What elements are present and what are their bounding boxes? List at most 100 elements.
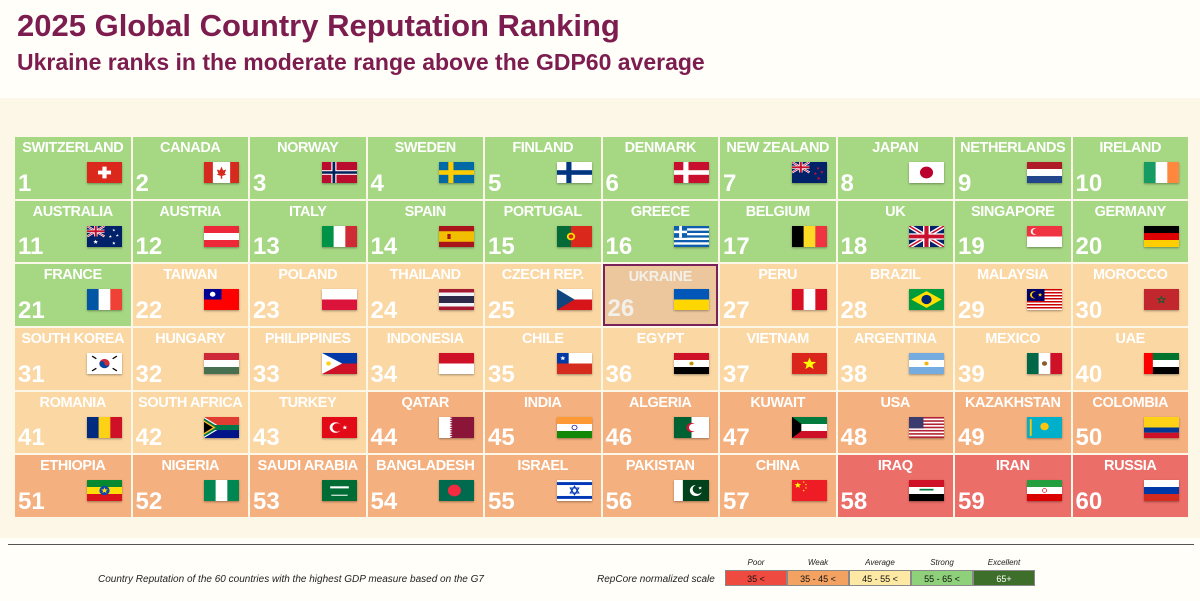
kuwait-flag-icon [791, 416, 827, 438]
austria-flag-icon [204, 225, 239, 247]
hungary-flag-icon [204, 353, 239, 374]
country-name: ETHIOPIA [40, 458, 106, 475]
country-rank: 17 [723, 233, 750, 261]
country-name: UK [885, 203, 906, 220]
country-rank: 20 [1075, 233, 1103, 261]
country-rank: 29 [958, 296, 985, 324]
iran-flag-icon [1026, 480, 1062, 502]
bangladesh-flag-icon [439, 480, 474, 502]
country-rank: 32 [135, 360, 163, 388]
page-subtitle: Ukraine ranks in the moderate range abov… [17, 49, 705, 75]
scale-range: 45 - 55 < [849, 570, 911, 586]
taiwan-flag-icon [204, 289, 239, 311]
country-rank: 12 [135, 233, 163, 261]
country-rank: 22 [135, 296, 163, 324]
country-rank: 59 [958, 487, 985, 515]
colombia-flag-icon [1144, 416, 1179, 438]
country-name: CZECH REP. [501, 267, 584, 284]
country-name: MOROCCO [1092, 267, 1168, 284]
country-name: COLOMBIA [1092, 394, 1169, 411]
country-tile: GREECE 16 [602, 200, 718, 263]
country-tile: INDONESIA 34 [367, 328, 483, 390]
country-tile: ETHIOPIA 51 [15, 455, 131, 517]
country-tile: CHILE 35 [485, 328, 601, 390]
country-rank: 21 [18, 296, 45, 324]
country-rank: 41 [18, 424, 45, 452]
country-name: PAKISTAN [625, 458, 695, 475]
country-tile: POLAND 23 [250, 264, 366, 326]
thailand-flag-icon [439, 289, 474, 311]
country-name: ITALY [289, 203, 327, 220]
country-name: NETHERLANDS [960, 140, 1066, 156]
country-rank: 7 [723, 169, 737, 197]
country-name: SOUTH AFRICA [138, 394, 243, 411]
country-name: THAILAND [389, 267, 461, 284]
country-rank: 31 [18, 360, 45, 388]
country-rank: 56 [605, 487, 633, 515]
country-rank: 38 [840, 360, 868, 388]
country-tile: ISRAEL 55 [485, 455, 601, 517]
ukraine-flag-icon [674, 289, 709, 311]
turkey-flag-icon [321, 416, 357, 438]
scale-range: 35 < [725, 570, 787, 586]
country-name: INDIA [524, 394, 562, 411]
scale-range: 55 - 65 < [911, 570, 973, 586]
czech-flag-icon [556, 289, 592, 311]
country-rank: 58 [840, 487, 868, 515]
country-rank: 9 [958, 169, 972, 197]
morocco-flag-icon [1144, 289, 1179, 311]
south-africa-flag-icon [204, 416, 239, 438]
country-name: BANGLADESH [376, 458, 475, 475]
country-name: KAZAKHSTAN [964, 394, 1061, 411]
finland-flag-icon [556, 162, 592, 183]
country-tile: PORTUGAL 15 [485, 200, 601, 263]
country-name: PORTUGAL [503, 203, 583, 220]
new-zealand-flag-icon [791, 162, 827, 183]
romania-flag-icon [86, 416, 122, 438]
country-tile: ARGENTINA 38 [837, 328, 953, 390]
peru-flag-icon [791, 289, 827, 311]
vietnam-flag-icon [791, 353, 827, 374]
kazakhstan-flag-icon [1026, 416, 1062, 438]
country-tile: MALAYSIA 29 [955, 264, 1071, 326]
country-rank: 30 [1075, 296, 1103, 324]
country-tile: TURKEY 43 [250, 391, 366, 454]
country-name: PHILIPPINES [264, 331, 351, 347]
country-name: SPAIN [404, 203, 447, 220]
singapore-flag-icon [1026, 225, 1062, 247]
country-name: JAPAN [872, 140, 919, 156]
country-name: GERMANY [1094, 203, 1167, 220]
country-rank: 55 [488, 487, 515, 515]
country-name: SAUDI ARABIA [257, 458, 359, 475]
country-tile: BRAZIL 28 [837, 264, 953, 326]
scale-range: 65+ [973, 570, 1035, 586]
country-name: HUNGARY [155, 331, 226, 347]
qatar-flag-icon [439, 416, 474, 438]
egypt-flag-icon [674, 353, 709, 374]
country-name: VIETNAM [746, 331, 810, 347]
italy-flag-icon [321, 225, 357, 247]
country-tile: IRAQ 58 [837, 455, 953, 517]
country-rank: 14 [370, 233, 398, 261]
country-name: QATAR [401, 394, 450, 411]
country-tile: SWITZERLAND 1 [15, 137, 131, 199]
country-rank: 8 [840, 169, 854, 197]
scale-range: 35 - 45 < [787, 570, 849, 586]
usa-flag-icon [909, 416, 944, 438]
nigeria-flag-icon [204, 480, 239, 502]
footnote: Country Reputation of the 60 countries w… [98, 574, 484, 585]
country-tile: QATAR 44 [367, 391, 483, 454]
algeria-flag-icon [674, 416, 709, 438]
country-rank: 44 [370, 424, 398, 452]
sweden-flag-icon [439, 162, 474, 183]
country-tile: AUSTRIA 12 [132, 200, 248, 263]
germany-flag-icon [1144, 225, 1179, 247]
france-flag-icon [86, 289, 122, 311]
country-tile: BANGLADESH 54 [367, 455, 483, 517]
country-tile: AUSTRALIA 11 [15, 200, 131, 263]
brazil-flag-icon [909, 289, 944, 311]
country-name: NORWAY [277, 140, 339, 156]
mexico-flag-icon [1026, 353, 1062, 374]
country-name: NIGERIA [161, 458, 220, 475]
country-rank: 27 [723, 296, 750, 324]
